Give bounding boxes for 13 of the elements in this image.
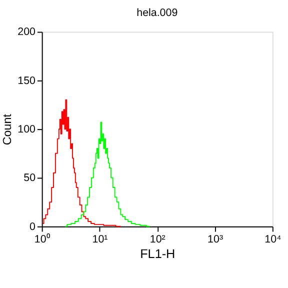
y-tick-label: 150 — [18, 74, 36, 87]
y-axis-title: Count — [0, 113, 14, 146]
y-tick-label: 50 — [24, 172, 36, 184]
y-tick-label: 0 — [30, 220, 36, 233]
chart-title: hela.009 — [136, 7, 178, 20]
x-tick-label: 10² — [150, 233, 166, 246]
x-tick-label: 10⁴ — [264, 233, 282, 246]
x-tick-label: 10³ — [208, 233, 224, 246]
x-tick-label: 10⁰ — [34, 232, 50, 246]
x-axis-title: FL1-H — [140, 247, 176, 261]
x-tick-label: 10¹ — [92, 233, 108, 246]
y-tick-label: 200 — [18, 26, 36, 38]
y-tick-label: 100 — [18, 123, 36, 136]
